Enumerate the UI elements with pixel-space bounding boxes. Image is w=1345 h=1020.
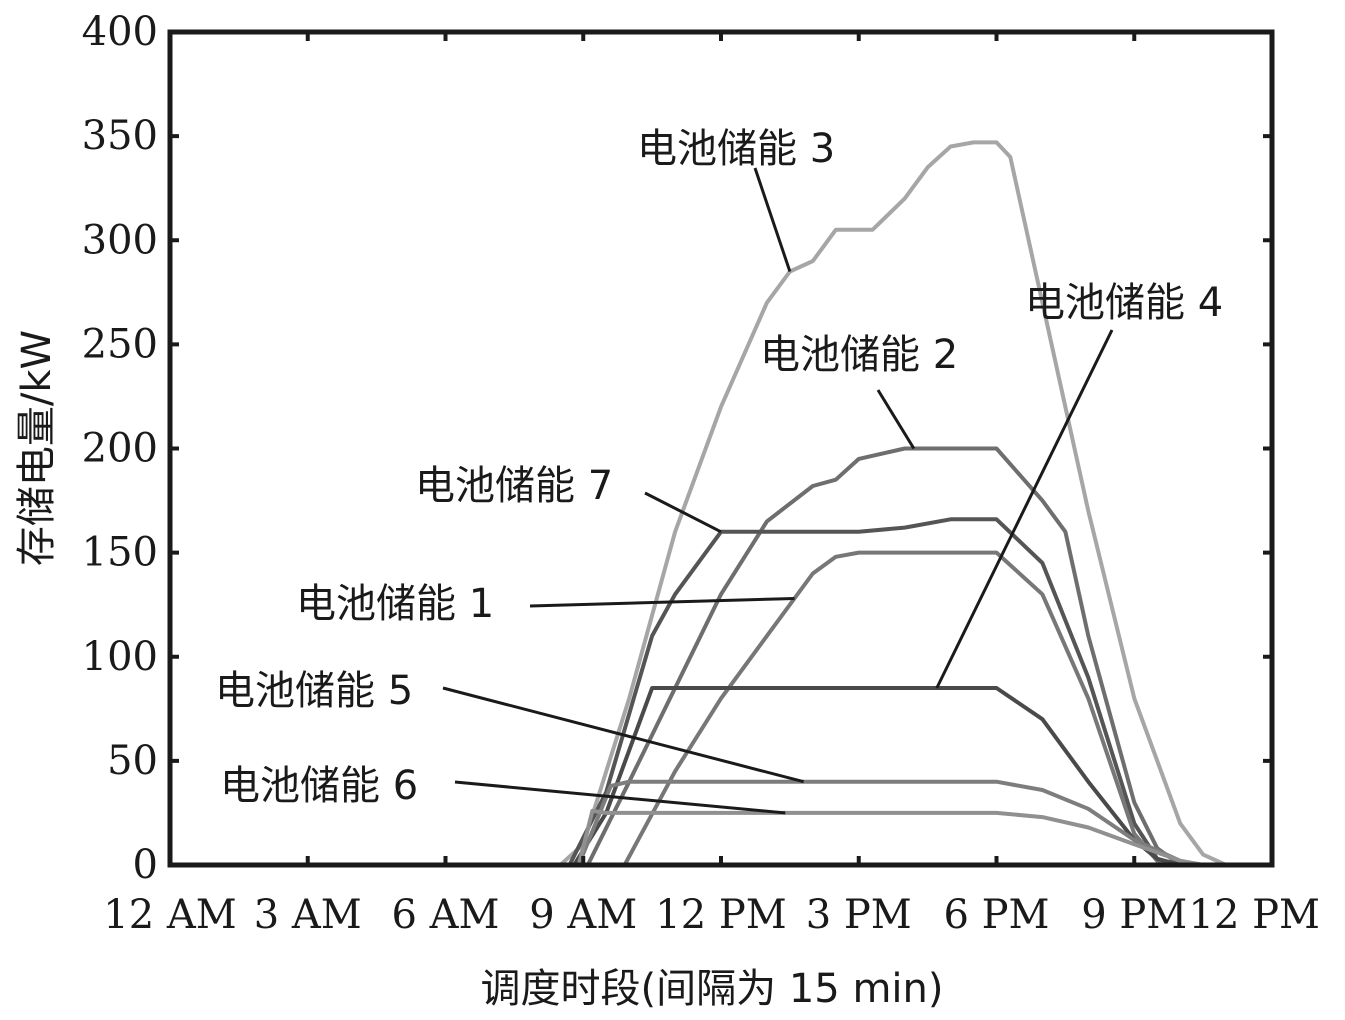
annotation-leader-line	[876, 389, 916, 450]
y-tick-label: 200	[82, 426, 158, 472]
x-tick-label: 6 PM	[943, 892, 1049, 938]
annotation-leader-line	[644, 491, 722, 534]
annotation-leader-line	[442, 686, 805, 784]
series-line	[170, 808, 1272, 867]
y-tick-label: 100	[82, 634, 158, 680]
annotation-leader-line	[529, 596, 795, 608]
y-tick-label: 50	[107, 738, 158, 784]
x-tick-label: 9 AM	[529, 892, 637, 938]
annotation-leader-line	[753, 167, 792, 272]
series-line	[170, 446, 1272, 867]
plot-area	[170, 32, 1272, 865]
x-tick-label: 3 PM	[806, 892, 912, 938]
y-tick-label: 150	[82, 530, 158, 576]
x-axis-title: 调度时段(间隔为 15 min)	[481, 966, 944, 1012]
series-line	[170, 686, 1272, 867]
series-line	[170, 140, 1272, 867]
annotation-leader-line	[454, 780, 786, 815]
y-tick-label: 300	[82, 217, 158, 263]
y-tick-label: 250	[82, 321, 158, 367]
annotation-layer: 电池储能 3 电池储能 2 电池储能 4 电池储能 7 电池储能 1 电池储能 5 电池储能…	[215, 126, 1223, 815]
series-layer	[170, 140, 1272, 867]
x-tick-label: 12 PM	[1189, 892, 1320, 938]
annotation-leader-line	[935, 329, 1114, 689]
x-tick-label: 9 PM	[1081, 892, 1187, 938]
series-annotation-label: 电池储能 1	[296, 581, 494, 627]
series-annotation-label: 电池储能 7	[415, 463, 613, 509]
series-annotation-label: 电池储能 4	[1025, 280, 1223, 326]
y-axis-title: 存储电量/kW	[14, 330, 60, 566]
tick-layer: 0 50 100 150 200 250 300 350 400 12 AM 3 AM 6 AM 9 A…	[82, 9, 1320, 938]
series-annotation-label: 电池储能 3	[637, 126, 835, 172]
series-annotation-label: 电池储能 5	[215, 668, 413, 714]
series-line	[170, 517, 1272, 867]
x-tick-label: 6 AM	[391, 892, 499, 938]
series-annotation-label: 电池储能 2	[760, 332, 958, 378]
series-annotation-label: 电池储能 6	[220, 763, 418, 809]
y-tick-label: 0	[133, 842, 158, 888]
y-tick-label: 350	[82, 113, 158, 159]
x-tick-label: 12 AM	[103, 892, 236, 938]
x-tick-label: 3 AM	[254, 892, 362, 938]
x-tick-label: 12 PM	[655, 892, 786, 938]
y-tick-label: 400	[82, 9, 158, 55]
